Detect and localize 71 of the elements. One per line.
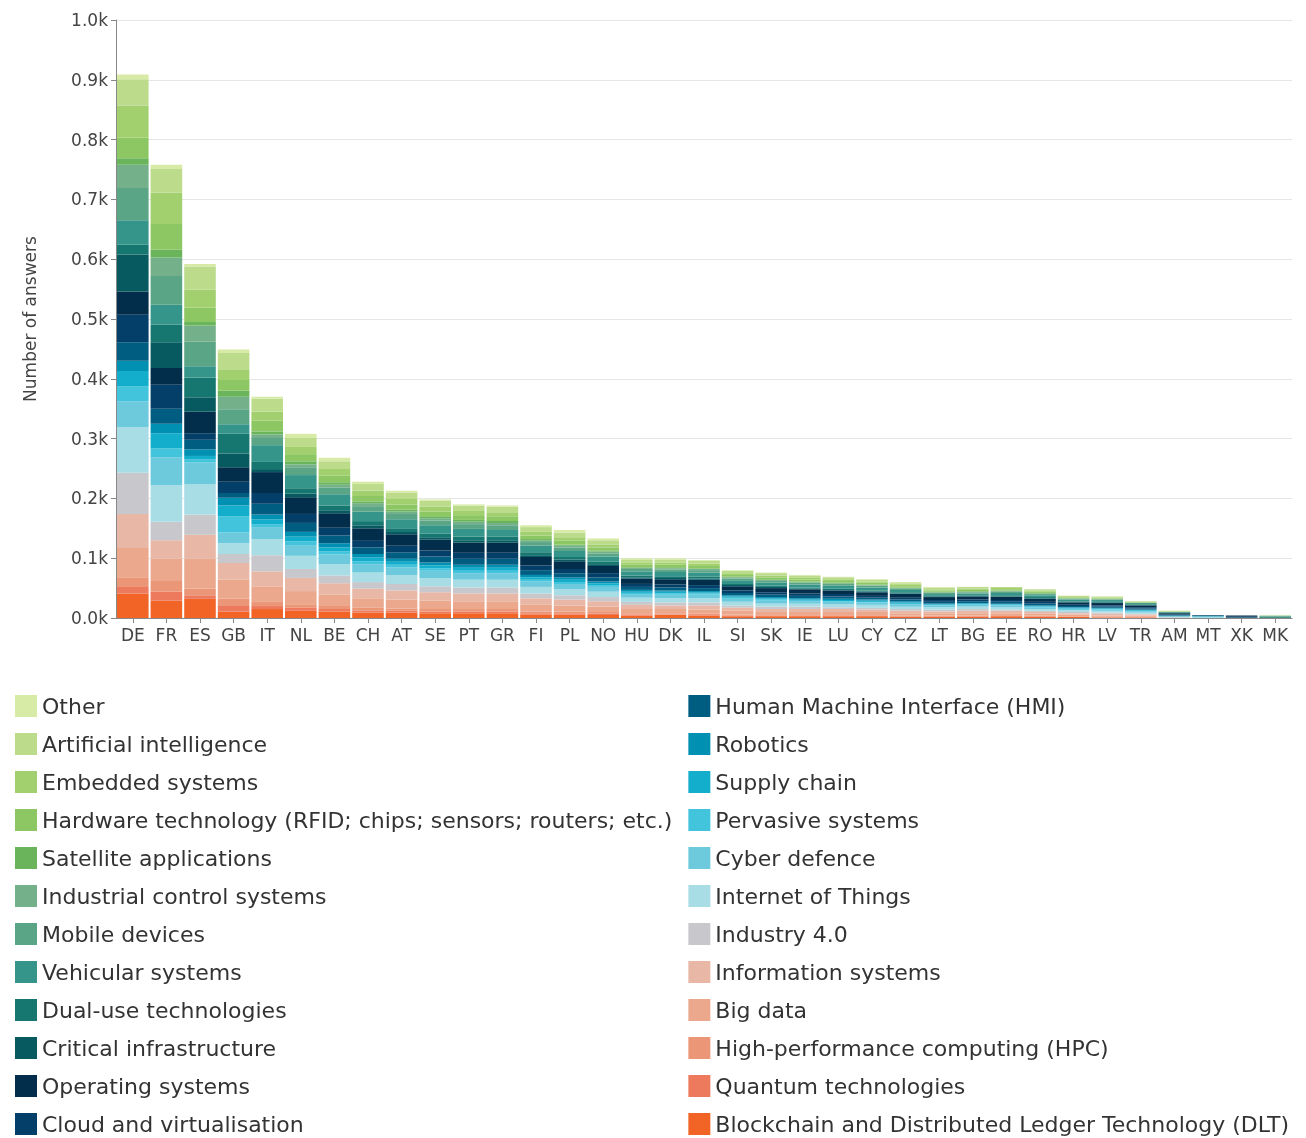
legend-label: Human Machine Interface (HMI) — [715, 693, 1066, 719]
x-tick-label: ES — [189, 624, 211, 645]
y-tick-label: 1.0k — [71, 10, 109, 30]
legend-label: High-performance computing (HPC) — [715, 1035, 1109, 1061]
legend-label: Quantum technologies — [715, 1073, 966, 1099]
x-tick-label: SK — [760, 624, 784, 645]
x-tick-label: GB — [221, 624, 247, 645]
x-tick-label: LU — [827, 624, 849, 645]
x-tick-label: CY — [861, 624, 884, 645]
legend-label: Mobile devices — [42, 921, 205, 947]
x-tick-label: MT — [1195, 624, 1222, 645]
legend-label: Industry 4.0 — [715, 921, 848, 947]
x-tick-label: AM — [1161, 624, 1188, 645]
legend-label: Artificial intelligence — [42, 731, 268, 757]
x-tick-label: FR — [155, 624, 178, 645]
legend-label: Embedded systems — [42, 769, 259, 795]
x-tick-label: GR — [489, 624, 516, 645]
legend-label: Other — [42, 693, 106, 719]
x-tick-label: CH — [355, 624, 381, 645]
x-tick-label: MK — [1262, 624, 1289, 645]
legend-label: Operating systems — [42, 1073, 250, 1099]
legend-label: Cloud and virtualisation — [42, 1111, 304, 1137]
legend-label: Cyber defence — [715, 845, 876, 871]
y-tick-label: 0.3k — [71, 428, 109, 449]
y-tick-label: 0.9k — [71, 69, 109, 90]
x-tick-label: DK — [658, 624, 684, 645]
y-tick-label: 0.1k — [71, 548, 109, 569]
y-tick-label: 0.2k — [71, 488, 109, 509]
y-tick-label: 0.6k — [71, 249, 109, 270]
x-tick-label: LV — [1097, 624, 1118, 645]
legend-label: Critical infrastructure — [42, 1035, 277, 1061]
legend-label: Supply chain — [715, 769, 857, 795]
y-axis-title: Number of answers — [19, 235, 40, 402]
y-tick-label: 0.5k — [71, 309, 109, 329]
y-tick-label: 0.0k — [71, 608, 109, 628]
legend-label: Industrial control systems — [42, 883, 327, 909]
x-tick-label: IT — [259, 624, 276, 645]
x-tick-label: IE — [796, 624, 813, 645]
x-tick-label: TR — [1128, 624, 1153, 645]
legend-label: Robotics — [715, 731, 809, 757]
x-tick-label: RO — [1027, 624, 1053, 645]
x-tick-label: EE — [995, 624, 1018, 645]
legend-label: Vehicular systems — [42, 959, 242, 985]
x-tick-label: FI — [528, 624, 544, 645]
x-tick-label: SE — [424, 624, 446, 645]
x-tick-label: PT — [458, 624, 480, 645]
x-tick-label: AT — [391, 624, 413, 645]
x-tick-label: BE — [323, 624, 346, 645]
x-tick-label: LT — [930, 624, 949, 645]
x-tick-label: IL — [696, 624, 712, 645]
y-tick-label: 0.8k — [71, 129, 109, 150]
x-tick-label: XK — [1230, 624, 1254, 645]
x-tick-label: SI — [729, 624, 746, 645]
x-tick-label: BG — [960, 624, 986, 645]
x-tick-label: DE — [120, 624, 145, 645]
x-tick-label: CZ — [893, 624, 918, 645]
legend-label: Dual-use technologies — [42, 997, 287, 1023]
x-tick-label: HR — [1061, 624, 1087, 645]
legend-label: Pervasive systems — [715, 807, 920, 833]
legend-label: Satellite applications — [42, 845, 272, 871]
y-tick-label: 0.4k — [71, 368, 109, 389]
legend-label: Blockchain and Distributed Ledger Technology (DLT) — [715, 1111, 1290, 1137]
x-tick-label: PL — [559, 624, 580, 645]
legend-label: Information systems — [715, 959, 941, 985]
y-tick-label: 0.7k — [71, 189, 109, 210]
legend-label: Internet of Things — [715, 883, 911, 909]
legend-label: Hardware technology (RFID; chips; sensors; routers; etc.) — [42, 807, 673, 833]
x-tick-label: HU — [624, 624, 650, 645]
x-tick-label: NO — [590, 624, 617, 645]
x-tick-label: NL — [289, 624, 313, 645]
legend-label: Big data — [715, 997, 808, 1023]
